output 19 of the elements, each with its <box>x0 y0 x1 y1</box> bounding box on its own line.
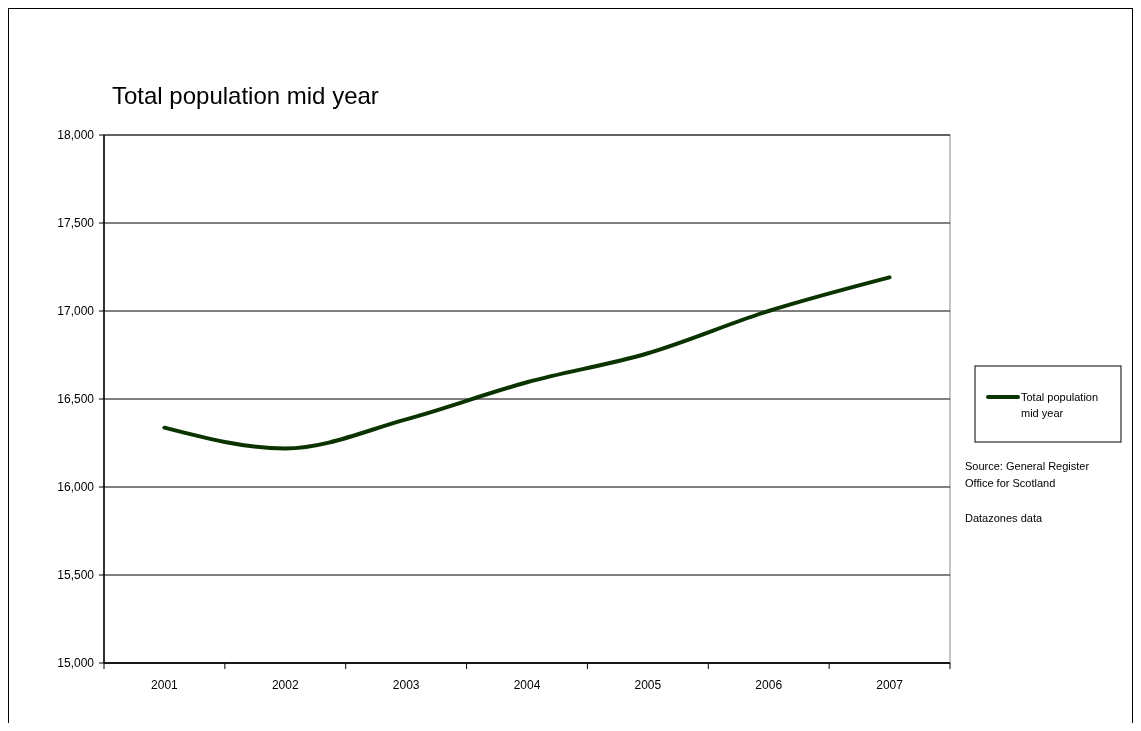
y-tick-label: 17,500 <box>57 216 95 231</box>
y-tick-label: 16,000 <box>57 480 95 495</box>
chart-title: Total population mid year <box>112 82 379 109</box>
x-tick-label: 2001 <box>151 678 179 692</box>
y-tick-label: 15,000 <box>57 656 95 671</box>
y-tick-label: 18,000 <box>57 128 95 143</box>
legend-label: Total population mid year <box>1021 391 1099 419</box>
x-tick-label: 2007 <box>876 678 904 692</box>
line-series <box>162 275 892 451</box>
y-tick-label: 15,500 <box>57 568 95 583</box>
y-tick-label: 16,500 <box>57 392 95 407</box>
text: Datazones data <box>965 512 1043 524</box>
x-tick-label: 2005 <box>634 678 662 692</box>
source-note: Source: General Register Office for Scotland <box>965 460 1090 489</box>
x-tick-label: 2004 <box>513 678 541 692</box>
x-tick-label: 2002 <box>271 678 299 692</box>
x-tick-label: 2006 <box>755 678 783 692</box>
x-tick-label: 2003 <box>392 678 420 692</box>
y-tick-label: 17,000 <box>57 304 95 319</box>
